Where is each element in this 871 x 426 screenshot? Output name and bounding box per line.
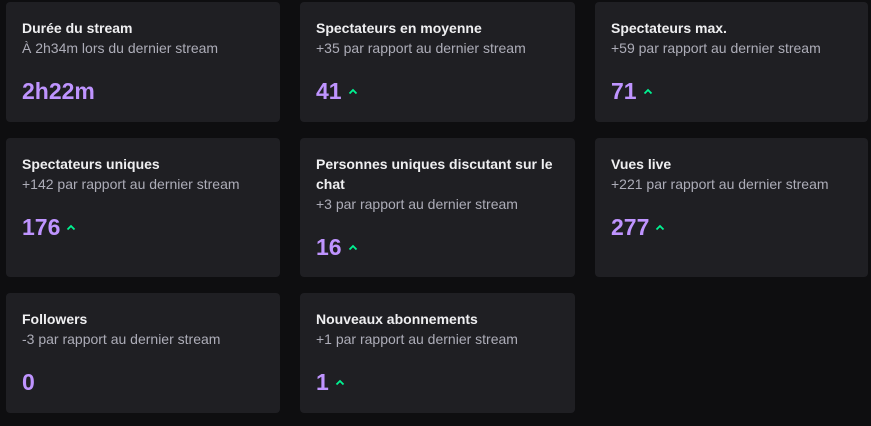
- caret: [643, 88, 652, 95]
- value-row: 176: [22, 214, 264, 240]
- trend-up-icon: [335, 379, 344, 386]
- value-row: 41: [316, 78, 559, 104]
- card-title: Followers: [22, 311, 88, 327]
- card-value: 41: [316, 77, 342, 104]
- stat-card: Durée du stream À 2h34m lors du dernier s…: [6, 2, 280, 122]
- card-subtitle: À 2h34m lors du dernier stream: [22, 40, 219, 56]
- card-title: Vues live: [611, 156, 672, 172]
- card-subtitle: +59 par rapport au dernier stream: [611, 40, 821, 56]
- trend-up-icon: [67, 224, 76, 231]
- card-title: Personnes uniques discutant sur le chat: [316, 156, 553, 192]
- card-title: Spectateurs max.: [611, 20, 727, 36]
- card-title: Spectateurs uniques: [22, 156, 160, 172]
- card-subtitle: +3 par rapport au dernier stream: [316, 196, 518, 212]
- card-value: 176: [22, 213, 61, 240]
- stat-card: Spectateurs max. +59 par rapport au derni…: [595, 2, 868, 122]
- card-value: 277: [611, 213, 650, 240]
- caret: [67, 224, 76, 231]
- stats-grid: Durée du stream À 2h34m lors du dernier s…: [6, 2, 868, 413]
- value-row: 1: [316, 369, 559, 395]
- stat-card: Spectateurs uniques +142 par rapport au d…: [6, 138, 280, 277]
- caret: [348, 88, 357, 95]
- value-row: 71: [611, 78, 852, 104]
- value-row: 16: [316, 234, 559, 260]
- trend-up-icon: [643, 88, 652, 95]
- caret: [656, 224, 665, 231]
- stat-card: Nouveaux abonnements +1 par rapport au de…: [300, 293, 575, 413]
- card-value: 16: [316, 233, 342, 260]
- card-value: 1: [316, 368, 329, 395]
- stat-card: Spectateurs en moyenne +35 par rapport au…: [300, 2, 575, 122]
- stat-card: Followers -3 par rapport au dernier strea…: [6, 293, 280, 413]
- card-value: 2h22m: [22, 77, 95, 104]
- card-subtitle: +142 par rapport au dernier stream: [22, 176, 240, 192]
- stat-card: Personnes uniques discutant sur le chat +…: [300, 138, 575, 277]
- value-row: 277: [611, 214, 852, 240]
- value-row: 0: [22, 369, 264, 395]
- trend-up-icon: [348, 88, 357, 95]
- stat-card: Vues live +221 par rapport au dernier str…: [595, 138, 868, 277]
- value-row: 2h22m: [22, 78, 264, 104]
- caret: [335, 379, 344, 386]
- card-subtitle: -3 par rapport au dernier stream: [22, 331, 221, 347]
- card-title: Spectateurs en moyenne: [316, 20, 482, 36]
- card-value: 0: [22, 368, 35, 395]
- card-title: Nouveaux abonnements: [316, 311, 478, 327]
- caret: [348, 244, 357, 251]
- card-title: Durée du stream: [22, 20, 133, 36]
- trend-up-icon: [656, 224, 665, 231]
- card-subtitle: +221 par rapport au dernier stream: [611, 176, 829, 192]
- card-value: 71: [611, 77, 637, 104]
- trend-up-icon: [348, 244, 357, 251]
- card-subtitle: +1 par rapport au dernier stream: [316, 331, 518, 347]
- card-subtitle: +35 par rapport au dernier stream: [316, 40, 526, 56]
